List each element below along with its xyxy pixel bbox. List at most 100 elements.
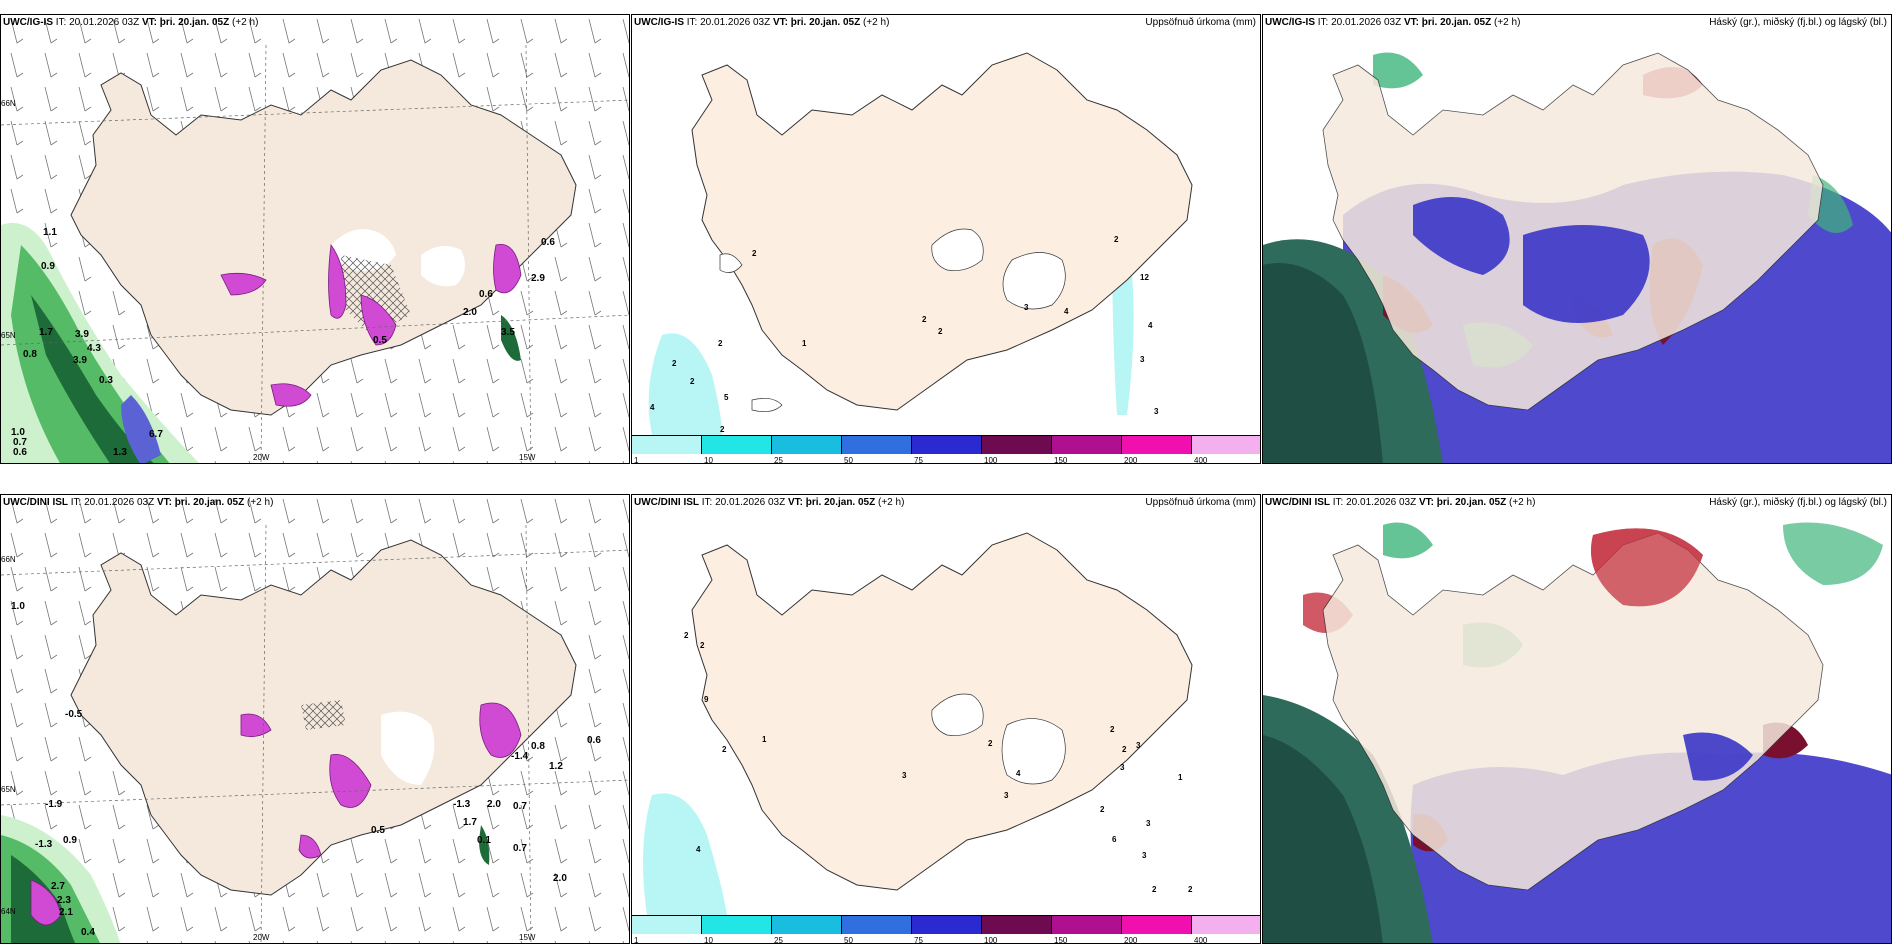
colorbar-tick-label: 400 bbox=[1194, 456, 1208, 464]
colorbar-swatch: 200 bbox=[1122, 436, 1192, 463]
value-label: 1.1 bbox=[43, 227, 57, 238]
value-label: 0.5 bbox=[373, 335, 387, 346]
value-label: 6 bbox=[1112, 835, 1117, 844]
value-label: 2 bbox=[684, 631, 689, 640]
value-label: 1.3 bbox=[113, 447, 127, 458]
iceland-land bbox=[1322, 532, 1824, 891]
value-label: 4 bbox=[1016, 769, 1021, 778]
value-label: 2 bbox=[690, 377, 695, 386]
value-label: 2 bbox=[700, 641, 705, 650]
value-label: 1 bbox=[802, 339, 807, 348]
value-label: 4 bbox=[650, 403, 655, 412]
value-label: 4.3 bbox=[87, 343, 101, 354]
colorbar-tick-label: 1 bbox=[634, 456, 639, 464]
colorbar-tick-label: 50 bbox=[844, 456, 853, 464]
colorbar-tick-label: 25 bbox=[774, 936, 783, 944]
value-label: 0.9 bbox=[63, 835, 77, 846]
panel-header: UWC/IG-IS IT: 20.01.2026 03Z VT: þri. 20… bbox=[1265, 17, 1521, 28]
value-label: 4 bbox=[1148, 321, 1153, 330]
value-label: 0.4 bbox=[81, 927, 95, 938]
panel-row1-clouds: UWC/IG-IS IT: 20.01.2026 03Z VT: þri. 20… bbox=[1262, 14, 1892, 464]
colorbar-tick-label: 400 bbox=[1194, 936, 1208, 944]
panel-header: UWC/DINI ISL IT: 20.01.2026 03Z VT: þri.… bbox=[1265, 497, 1536, 508]
value-label: 3 bbox=[1120, 763, 1125, 772]
colorbar-tick-label: 100 bbox=[984, 456, 998, 464]
value-label: 2 bbox=[718, 339, 723, 348]
value-label: 0.6 bbox=[541, 237, 555, 248]
value-label: 4 bbox=[696, 845, 701, 854]
panel-title: Háský (gr.), miðský (fj.bl.) og lágský (… bbox=[1709, 17, 1887, 28]
panel-header: UWC/DINI ISL IT: 20.01.2026 03Z VT: þri.… bbox=[3, 497, 274, 508]
value-label: 2 bbox=[722, 745, 727, 754]
value-label: 2 bbox=[1114, 235, 1119, 244]
value-label: 1.7 bbox=[39, 327, 53, 338]
value-label: 9 bbox=[704, 695, 709, 704]
value-label: 2 bbox=[752, 249, 757, 258]
panel-header: UWC/DINI ISL IT: 20.01.2026 03Z VT: þri.… bbox=[634, 497, 905, 508]
lon-label: 20W bbox=[253, 933, 270, 942]
value-label: 0.7 bbox=[13, 437, 27, 448]
value-label: -1.3 bbox=[453, 799, 471, 810]
colorbar-swatch: 25 bbox=[772, 916, 842, 943]
lat-label: 65N bbox=[1, 785, 16, 794]
value-label: 2 bbox=[1188, 885, 1193, 894]
value-label: 3.9 bbox=[73, 355, 87, 366]
precip-colorbar: 1 10 25 50 75 100 150 200 400 bbox=[632, 435, 1260, 464]
colorbar-swatch: 10 bbox=[702, 916, 772, 943]
colorbar-swatch: 1 bbox=[632, 436, 702, 463]
value-label: 0.8 bbox=[23, 349, 37, 360]
value-label: 2 bbox=[1152, 885, 1157, 894]
value-label: 0.6 bbox=[479, 289, 493, 300]
value-label: 0.7 bbox=[513, 801, 527, 812]
value-label: 1.2 bbox=[549, 761, 563, 772]
value-label: 2.7 bbox=[51, 881, 65, 892]
iceland-land bbox=[691, 52, 1193, 411]
value-label: 0.6 bbox=[587, 735, 601, 746]
value-label: 0.3 bbox=[99, 375, 113, 386]
colorbar-tick-label: 75 bbox=[914, 456, 923, 464]
panel-row2-precip: UWC/DINI ISL IT: 20.01.2026 03Z VT: þri.… bbox=[631, 494, 1261, 944]
value-label: 3.9 bbox=[75, 329, 89, 340]
value-label: -1.4 bbox=[511, 751, 529, 762]
colorbar-swatch: 400 bbox=[1192, 916, 1260, 943]
cloud-cover-map bbox=[1263, 15, 1891, 463]
colorbar-swatch: 150 bbox=[1052, 916, 1122, 943]
value-label: 1 bbox=[1178, 773, 1183, 782]
colorbar-tick-label: 200 bbox=[1124, 456, 1138, 464]
wind-precip-map bbox=[1, 495, 629, 943]
iceland-land bbox=[70, 59, 577, 416]
value-label: 0.7 bbox=[513, 843, 527, 854]
value-label: 1.0 bbox=[11, 601, 25, 612]
value-label: 0.6 bbox=[13, 447, 27, 458]
value-label: 3 bbox=[1024, 303, 1029, 312]
value-label: -1.3 bbox=[35, 839, 53, 850]
colorbar-swatch: 100 bbox=[982, 436, 1052, 463]
precip-cyan-area bbox=[648, 333, 722, 435]
colorbar-tick-label: 50 bbox=[844, 936, 853, 944]
value-label: 2.0 bbox=[553, 873, 567, 884]
value-label: 3 bbox=[1146, 819, 1151, 828]
colorbar-swatch: 75 bbox=[912, 916, 982, 943]
panel-row1-wind: UWC/IG-IS IT: 20.01.2026 03Z VT: þri. 20… bbox=[0, 14, 630, 464]
value-label: -1.9 bbox=[45, 799, 63, 810]
lon-label: 15W bbox=[519, 453, 536, 462]
colorbar-tick-label: 150 bbox=[1054, 456, 1068, 464]
value-label: 3 bbox=[902, 771, 907, 780]
value-label: 12 bbox=[1140, 273, 1149, 282]
value-label: 2 bbox=[938, 327, 943, 336]
lon-label: 15W bbox=[519, 933, 536, 942]
colorbar-swatch: 75 bbox=[912, 436, 982, 463]
value-label: 0.1 bbox=[477, 835, 491, 846]
value-label: 0.5 bbox=[371, 825, 385, 836]
colorbar-tick-label: 10 bbox=[704, 456, 713, 464]
colorbar-swatch: 50 bbox=[842, 916, 912, 943]
colorbar-tick-label: 10 bbox=[704, 936, 713, 944]
colorbar-swatch: 1 bbox=[632, 916, 702, 943]
panel-header: UWC/IG-IS IT: 20.01.2026 03Z VT: þri. 20… bbox=[634, 17, 890, 28]
value-label: 2.0 bbox=[487, 799, 501, 810]
colorbar-swatch: 100 bbox=[982, 916, 1052, 943]
panel-row2-clouds: UWC/DINI ISL IT: 20.01.2026 03Z VT: þri.… bbox=[1262, 494, 1892, 944]
value-label: 2 bbox=[988, 739, 993, 748]
precip-colorbar: 1 10 25 50 75 100 150 200 400 bbox=[632, 915, 1260, 943]
value-label: 4 bbox=[1064, 307, 1069, 316]
